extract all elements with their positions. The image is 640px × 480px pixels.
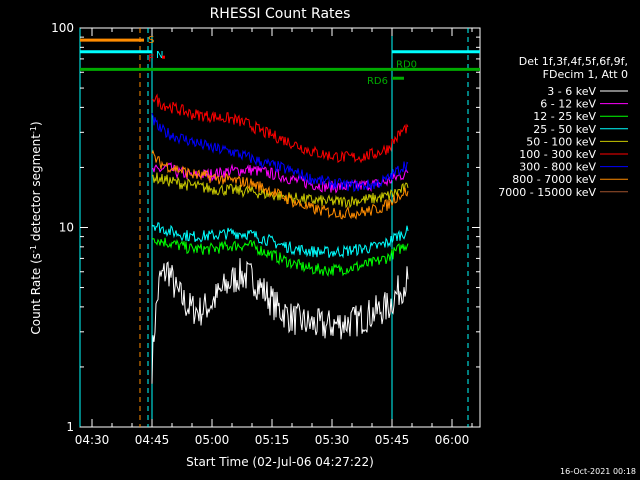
- x-axis-label: Start Time (02-Jul-06 04:27:22): [186, 455, 374, 469]
- legend-label-1: 6 - 12 keV: [540, 98, 596, 111]
- legend-label-6: 300 - 800 keV: [519, 161, 596, 174]
- x-tick-label-0: 04:30: [75, 433, 110, 447]
- legend: Det 1f,3f,4f,5f,6f,9f, FDecim 1, Att 0 3…: [498, 55, 628, 199]
- series-line-7: [151, 149, 409, 220]
- series-line-0: [151, 258, 409, 384]
- legend-label-4: 50 - 100 keV: [526, 135, 596, 148]
- series-line-2: [151, 237, 409, 278]
- vertical-markers: [79, 28, 469, 427]
- legend-label-8: 7000 - 15000 keV: [498, 186, 596, 199]
- flag-label-1: N: [156, 50, 163, 61]
- legend-label-7: 800 - 7000 keV: [512, 173, 596, 186]
- series-lines: [151, 93, 409, 384]
- y-label-part-1: Count Rate (s: [29, 253, 43, 335]
- x-tick-label-1: 04:45: [135, 433, 170, 447]
- legend-header-2: FDecim 1, Att 0: [543, 68, 628, 81]
- x-axis: 04:30 04:45 05:00 05:15 05:30 05:45 06:00: [75, 28, 473, 447]
- flag-dot-2: [162, 55, 165, 59]
- flag-label-4: RD6: [367, 76, 388, 87]
- x-tick-label-4: 05:30: [315, 433, 350, 447]
- y-tick-label-2: 100: [51, 21, 74, 35]
- y-label-sup-1: -1: [29, 245, 38, 253]
- y-tick-label-0: 1: [66, 420, 74, 434]
- legend-label-5: 100 - 300 keV: [519, 148, 596, 161]
- flag-label-0: S: [148, 35, 154, 46]
- x-tick-label-3: 05:15: [255, 433, 290, 447]
- legend-label-0: 3 - 6 keV: [547, 85, 596, 98]
- legend-label-3: 25 - 50 keV: [533, 123, 596, 136]
- y-label-part-2: detector segment: [29, 134, 43, 245]
- legend-header-1: Det 1f,3f,4f,5f,6f,9f,: [519, 55, 628, 68]
- timestamp: 16-Oct-2021 00:18: [560, 467, 636, 476]
- x-tick-label-6: 06:00: [435, 433, 470, 447]
- flag-bars: SNF RD0 RD6: [80, 35, 480, 87]
- y-label-sup-2: -1: [29, 126, 38, 134]
- chart-title: RHESSI Count Rates: [210, 6, 351, 22]
- y-label-part-3: ): [29, 121, 43, 126]
- flag-label-2: F: [148, 54, 154, 65]
- x-tick-label-2: 05:00: [195, 433, 230, 447]
- series-line-4: [151, 172, 409, 209]
- x-tick-label-5: 05:45: [375, 433, 410, 447]
- y-tick-label-1: 10: [59, 221, 74, 235]
- y-axis-label: Count Rate (s-1 detector segment-1): [29, 121, 44, 334]
- series-line-6: [151, 113, 409, 193]
- series-line-5: [151, 93, 409, 164]
- flag-label-3: RD0: [396, 59, 417, 70]
- legend-label-2: 12 - 25 keV: [533, 110, 596, 123]
- series-line-3: [151, 222, 409, 259]
- y-axis: 1 10 100: [51, 21, 480, 434]
